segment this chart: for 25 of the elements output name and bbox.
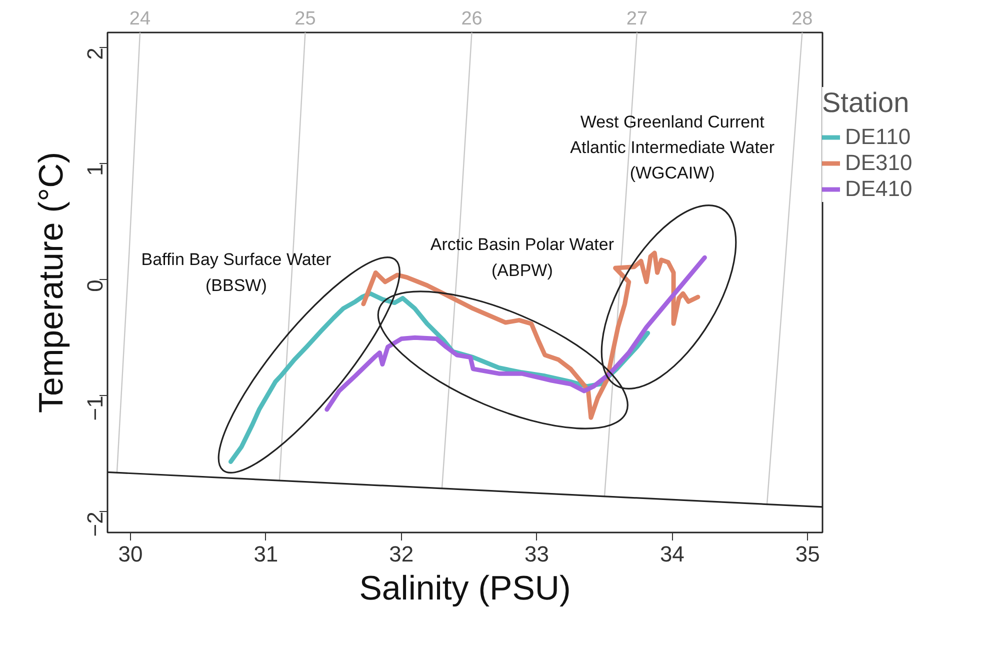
annotation: 27 — [626, 8, 648, 30]
y-axis-title: Temperature (°C) — [32, 152, 70, 414]
legend-label: DE110 — [845, 124, 911, 150]
x-tick-label: 35 — [795, 542, 820, 566]
annotation: 26 — [461, 8, 482, 30]
x-tick-label: 31 — [254, 542, 278, 566]
x-tick-label: 33 — [524, 542, 550, 566]
x-axis-title: Salinity (PSU) — [359, 570, 571, 608]
annotation: Baffin Bay Surface Water (BBSW) — [141, 250, 332, 295]
annotation: Arctic Basin Polar Water (ABPW) — [430, 235, 614, 280]
annotation: 25 — [294, 8, 316, 30]
x-tick-label: 30 — [118, 542, 143, 566]
annotation: 28 — [792, 8, 813, 30]
annotation: 24 — [129, 8, 151, 30]
y-tick-label: 2 — [82, 48, 108, 60]
legend-label: DE310 — [845, 150, 912, 176]
annotation: West Greenland Current Atlantic Intermediate Water (WGCAIW) — [570, 112, 775, 183]
y-tick-label: 1 — [82, 164, 108, 176]
x-tick-label: 34 — [660, 542, 684, 566]
legend-label: DE410 — [845, 176, 912, 202]
y-tick-label: 0 — [82, 280, 108, 292]
x-tick-label: 32 — [389, 542, 414, 566]
legend-title: Station — [822, 87, 910, 119]
y-tick-label: −1 — [82, 396, 108, 421]
y-tick-label: −2 — [82, 512, 108, 537]
